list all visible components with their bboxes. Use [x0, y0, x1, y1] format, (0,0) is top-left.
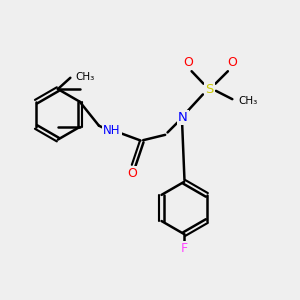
Text: F: F [181, 242, 188, 255]
Text: N: N [178, 111, 188, 124]
Text: CH₃: CH₃ [75, 72, 94, 82]
Text: CH₃: CH₃ [239, 96, 258, 106]
Text: NH: NH [103, 124, 121, 137]
Text: S: S [205, 82, 214, 96]
Text: O: O [183, 56, 193, 69]
Text: O: O [127, 167, 137, 180]
Text: O: O [227, 56, 237, 69]
